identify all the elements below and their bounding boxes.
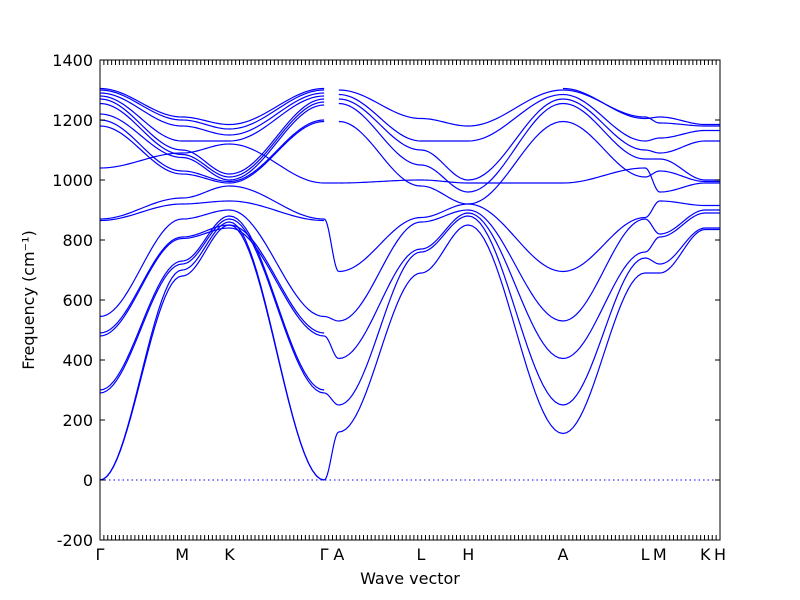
y-tick-label: 400 (62, 351, 93, 370)
x-tick-label: H (714, 545, 726, 564)
band-line (99, 221, 325, 481)
band-line (562, 98, 720, 154)
band-line (338, 215, 564, 406)
y-tick-label: 200 (62, 411, 93, 430)
band-line (562, 200, 720, 273)
band-line (99, 224, 325, 481)
y-tick-label: 800 (62, 231, 93, 250)
band-line (99, 200, 325, 222)
band-line (99, 95, 325, 142)
band-line (562, 228, 720, 435)
band-line (562, 120, 720, 183)
band-line (99, 89, 325, 130)
y-tick-label: 1200 (52, 111, 93, 130)
band-line (562, 227, 720, 406)
band-line (324, 392, 339, 406)
band-line (99, 215, 325, 391)
x-tick-label: L (417, 545, 426, 564)
band-line (99, 119, 325, 183)
x-axis-label: Wave vector (360, 569, 460, 588)
y-tick-label: 600 (62, 291, 93, 310)
band-line (562, 102, 720, 181)
band-line (99, 92, 325, 136)
x-tick-label: L (641, 545, 650, 564)
x-tick-label: M (175, 545, 189, 564)
y-tick-label: 1400 (52, 51, 93, 70)
band-line (99, 224, 325, 334)
y-axis-label: Frequency (cm⁻¹) (19, 230, 38, 369)
y-tick-label: 0 (83, 471, 93, 490)
band-line (338, 89, 563, 127)
band-line (562, 209, 720, 322)
band-line (324, 315, 339, 322)
band-line (99, 104, 325, 181)
band-line (99, 98, 325, 175)
x-tick-label: K (224, 545, 235, 564)
band-line (324, 335, 339, 360)
band-line (99, 185, 325, 220)
band-line (323, 218, 340, 273)
x-tick-label: A (333, 545, 344, 564)
band-line (562, 93, 720, 142)
band-line (99, 101, 325, 178)
y-tick-label: 1000 (52, 171, 93, 190)
band-line (338, 98, 564, 181)
band-line (562, 87, 720, 126)
band-line (99, 227, 325, 337)
band-line (338, 212, 564, 360)
band-line (338, 120, 564, 205)
band-line (99, 120, 325, 184)
x-tick-label: H (462, 545, 474, 564)
band-line (338, 102, 564, 193)
band-line (562, 167, 720, 193)
band-lines (99, 87, 720, 481)
band-line (562, 89, 720, 127)
band-line (338, 224, 564, 435)
band-line (99, 87, 325, 126)
band-line (562, 212, 720, 360)
band-line (99, 209, 325, 318)
band-line (338, 209, 564, 322)
band-line (338, 203, 563, 273)
band-line (338, 93, 563, 142)
x-tick-label: M (653, 545, 667, 564)
x-tick-label: K (700, 545, 711, 564)
band-line (99, 218, 325, 394)
x-tick-label: Γ (96, 545, 105, 564)
band-line (99, 143, 325, 184)
y-axis-ticks: -200 0 200 400 600 800 1000 1200 1400 (52, 51, 720, 550)
x-tick-label: A (557, 545, 568, 564)
x-tick-label: Γ (320, 545, 329, 564)
y-tick-label: -200 (57, 531, 93, 550)
band-line (323, 431, 340, 481)
band-line (338, 179, 563, 184)
plot-frame (99, 59, 721, 541)
